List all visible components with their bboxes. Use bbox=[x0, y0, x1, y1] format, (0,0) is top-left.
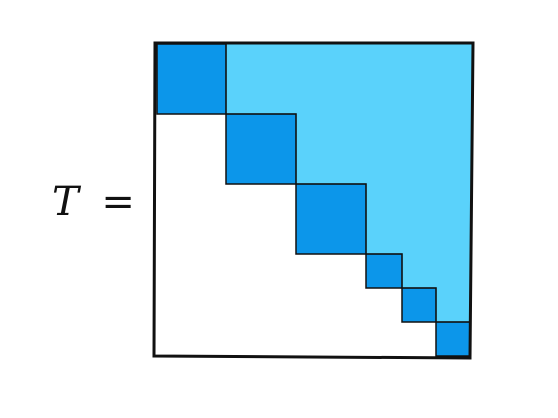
diagonal-block-6 bbox=[435, 321, 471, 357]
diagonal-block-5 bbox=[401, 287, 437, 323]
equation-label: T = bbox=[52, 179, 135, 225]
matrix-variable: T bbox=[52, 179, 82, 225]
diagonal-block-3 bbox=[295, 183, 367, 255]
diagonal-block-2 bbox=[225, 113, 297, 185]
matrix-border bbox=[152, 41, 475, 360]
diagonal-block-4 bbox=[365, 253, 403, 289]
diagonal-block-1 bbox=[156, 43, 227, 115]
staircase-outline bbox=[225, 44, 470, 323]
equals-sign: = bbox=[101, 179, 135, 225]
